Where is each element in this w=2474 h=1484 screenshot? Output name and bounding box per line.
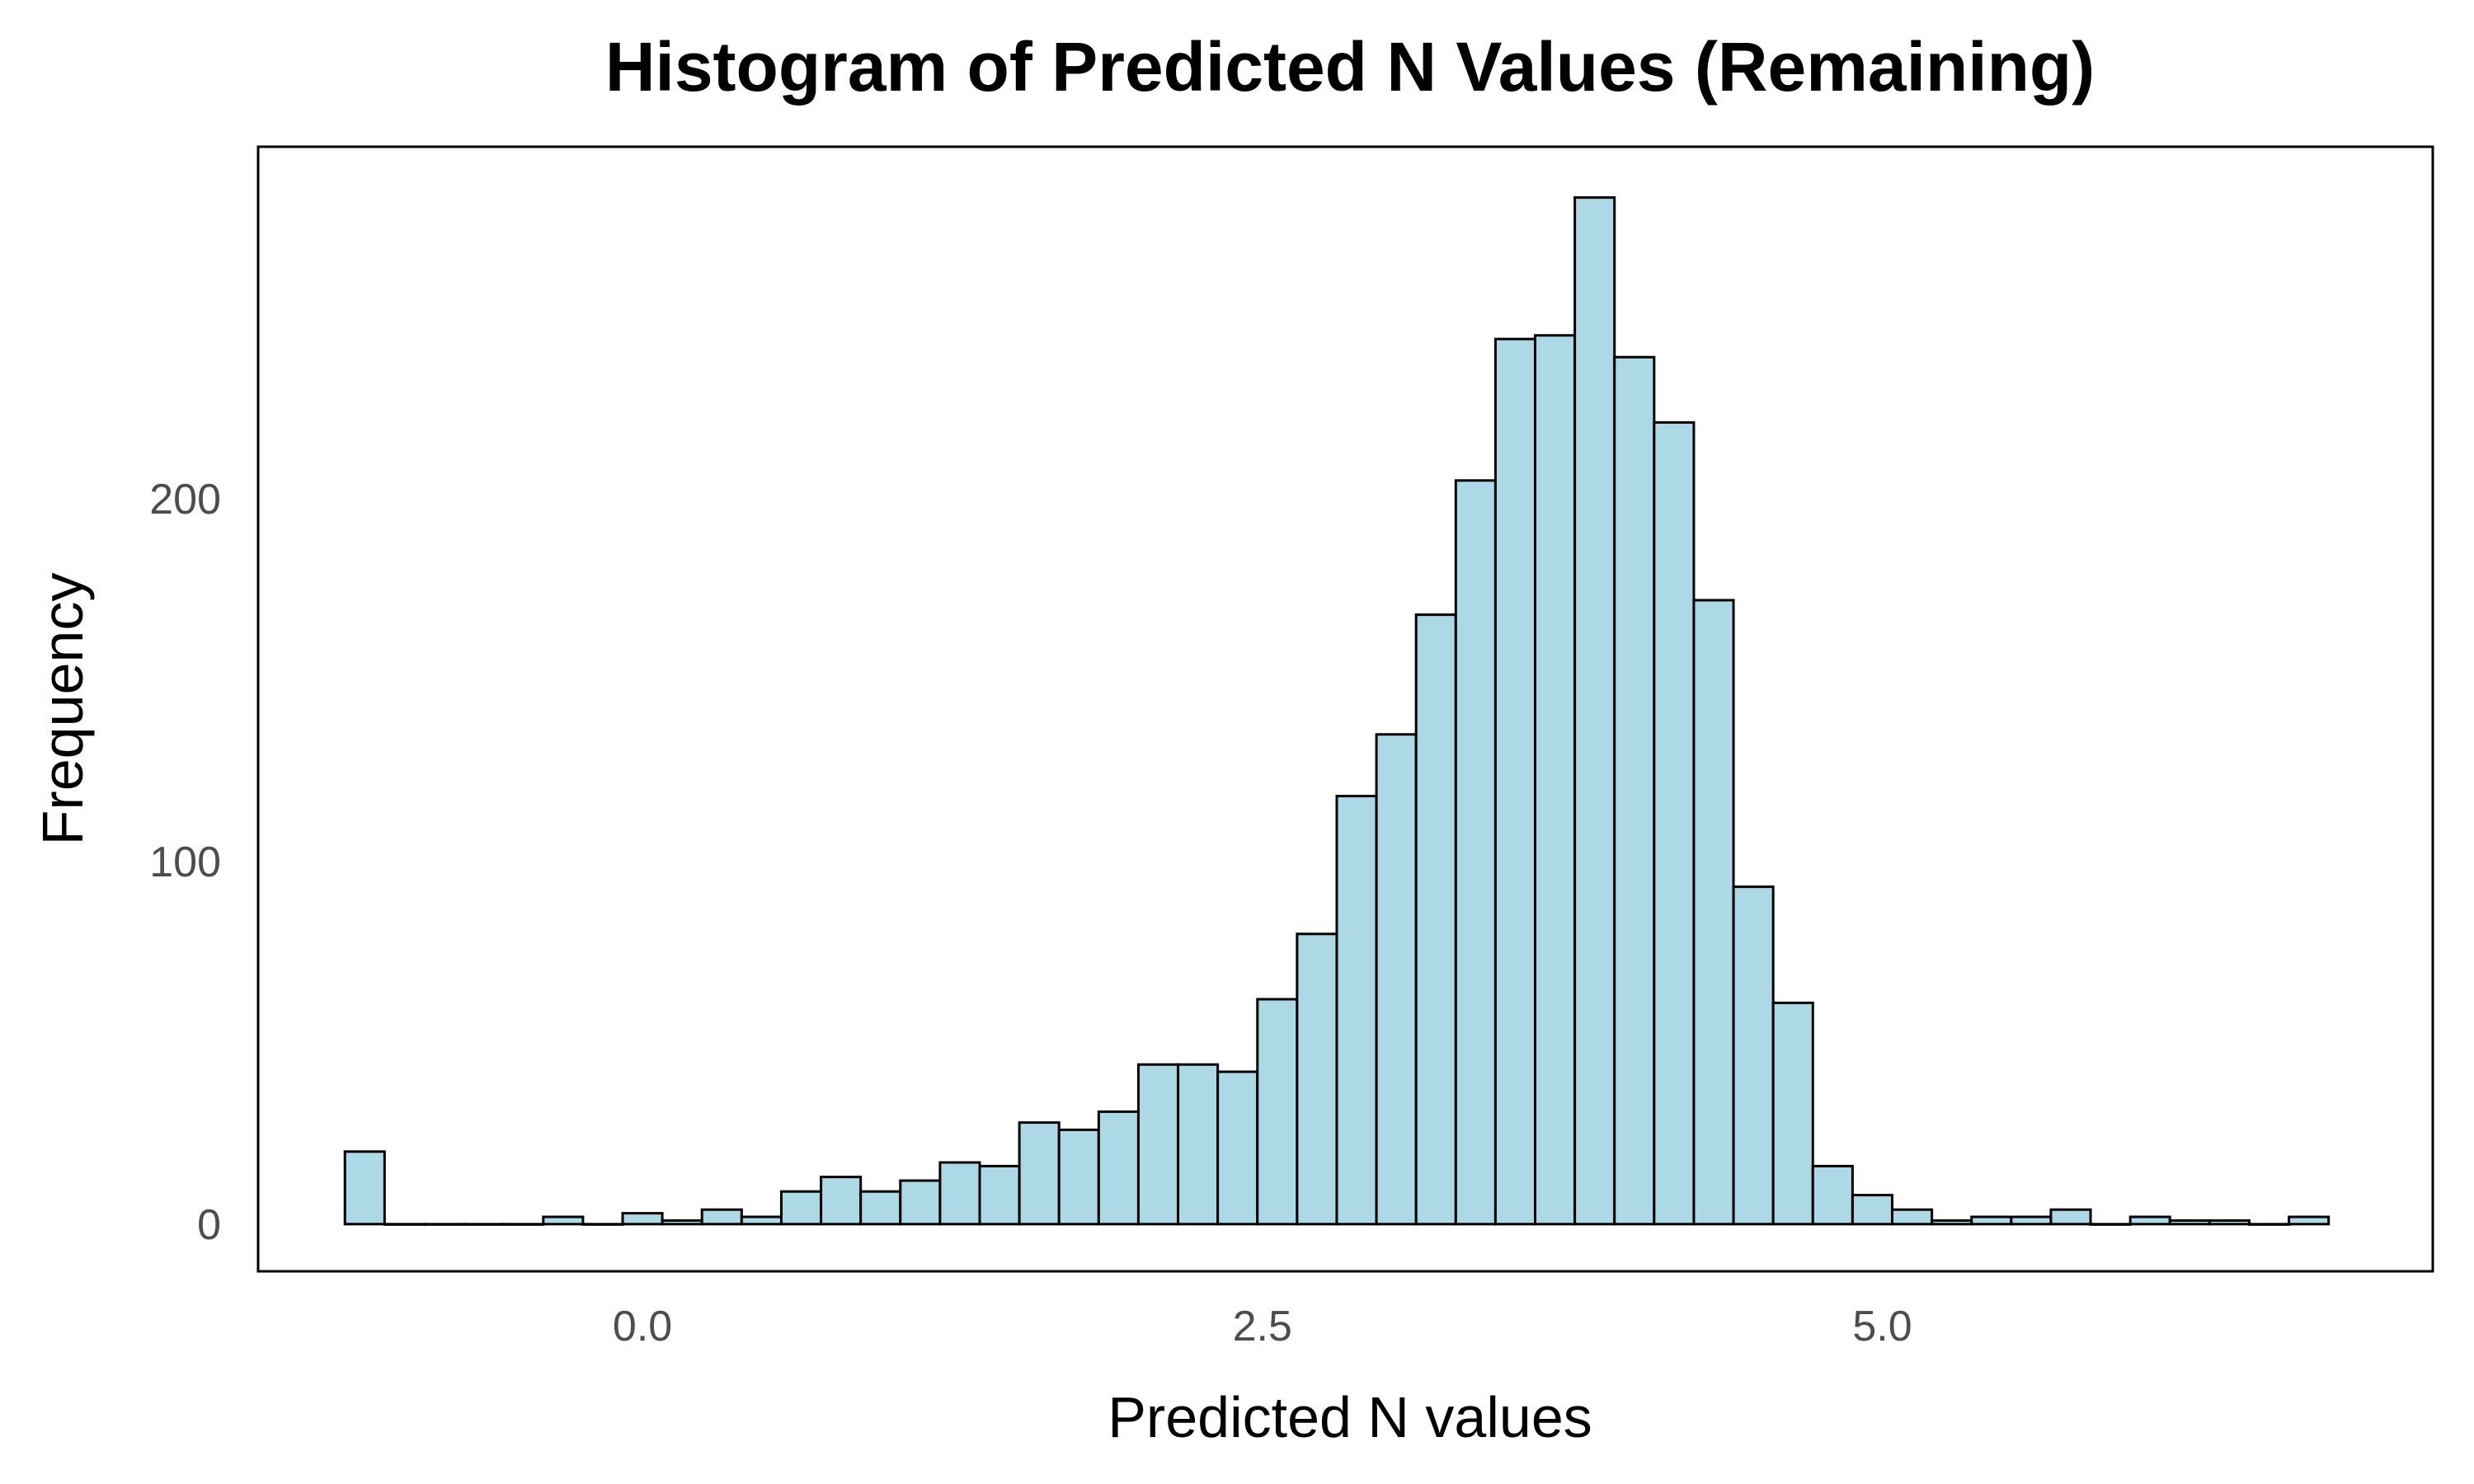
histogram-bar <box>343 1150 386 1226</box>
histogram-bar <box>463 1223 506 1226</box>
histogram-bar <box>661 1219 703 1226</box>
histogram-bars <box>343 196 2331 1226</box>
histogram-bar <box>779 1190 823 1226</box>
histogram-bar <box>1296 932 1338 1226</box>
histogram-bar <box>1493 337 1537 1226</box>
histogram-bar <box>1256 998 1299 1226</box>
histogram-bar <box>938 1161 981 1226</box>
chart-title: Histogram of Predicted N Values (Remaini… <box>605 28 2095 106</box>
histogram-bar <box>621 1212 664 1226</box>
histogram-bar <box>1891 1208 1934 1226</box>
histogram-bar <box>1335 795 1378 1226</box>
histogram-bar <box>2208 1219 2251 1226</box>
histogram-bar <box>1375 733 1418 1226</box>
x-tick-label: 0.0 <box>613 1303 672 1350</box>
histogram-bar <box>1970 1215 2013 1226</box>
histogram-bar <box>820 1176 863 1226</box>
histogram-bar <box>1534 334 1577 1226</box>
histogram-bar <box>1851 1194 1894 1226</box>
histogram-bar <box>1097 1110 1140 1226</box>
histogram-bar <box>899 1179 942 1226</box>
histogram-bar <box>1177 1063 1220 1226</box>
histogram-bar <box>1018 1121 1061 1226</box>
y-tick-label: 200 <box>149 476 221 524</box>
histogram-bar <box>700 1208 743 1226</box>
histogram-bar <box>1573 196 1616 1226</box>
histogram-bar <box>1216 1070 1259 1226</box>
histogram-bar <box>1931 1219 1973 1226</box>
histogram-bar <box>1057 1128 1100 1226</box>
histogram-bar <box>1811 1164 1854 1226</box>
histogram-bar <box>978 1164 1021 1226</box>
histogram-bar <box>1771 1001 1814 1226</box>
histogram-bar <box>1692 599 1735 1226</box>
x-axis-title: Predicted N values <box>1108 1385 1592 1449</box>
histogram-bar <box>1136 1063 1180 1226</box>
histogram-bar <box>2128 1215 2171 1226</box>
histogram-bar <box>740 1215 783 1226</box>
x-tick-label: 2.5 <box>1233 1303 1292 1350</box>
x-axis-ticks: 0.0 2.5 5.0 <box>613 1303 1912 1350</box>
histogram-bar <box>1613 355 1656 1226</box>
histogram-bar <box>2010 1215 2053 1226</box>
y-tick-label: 0 <box>197 1201 221 1249</box>
histogram-bar <box>502 1223 545 1226</box>
histogram-bar <box>2288 1215 2331 1226</box>
histogram-bar <box>2089 1223 2132 1226</box>
y-axis-ticks: 0 100 200 <box>149 476 221 1249</box>
x-tick-label: 5.0 <box>1852 1303 1912 1350</box>
y-axis-title: Frequency <box>31 573 95 846</box>
y-tick-label: 100 <box>149 838 221 886</box>
histogram-bar <box>581 1223 624 1226</box>
histogram-bar <box>2168 1219 2211 1226</box>
histogram-bar <box>1454 479 1497 1226</box>
histogram-bar <box>1732 885 1775 1226</box>
histogram-bar <box>859 1190 902 1226</box>
histogram-bar <box>422 1223 466 1226</box>
plot-panel-border <box>256 145 2434 1273</box>
histogram-bar <box>1414 613 1457 1226</box>
histogram-bar <box>542 1215 585 1226</box>
histogram-bar <box>2049 1208 2092 1226</box>
histogram-bar <box>1653 420 1696 1226</box>
histogram-bar <box>383 1223 426 1226</box>
histogram-bar <box>2247 1223 2291 1226</box>
